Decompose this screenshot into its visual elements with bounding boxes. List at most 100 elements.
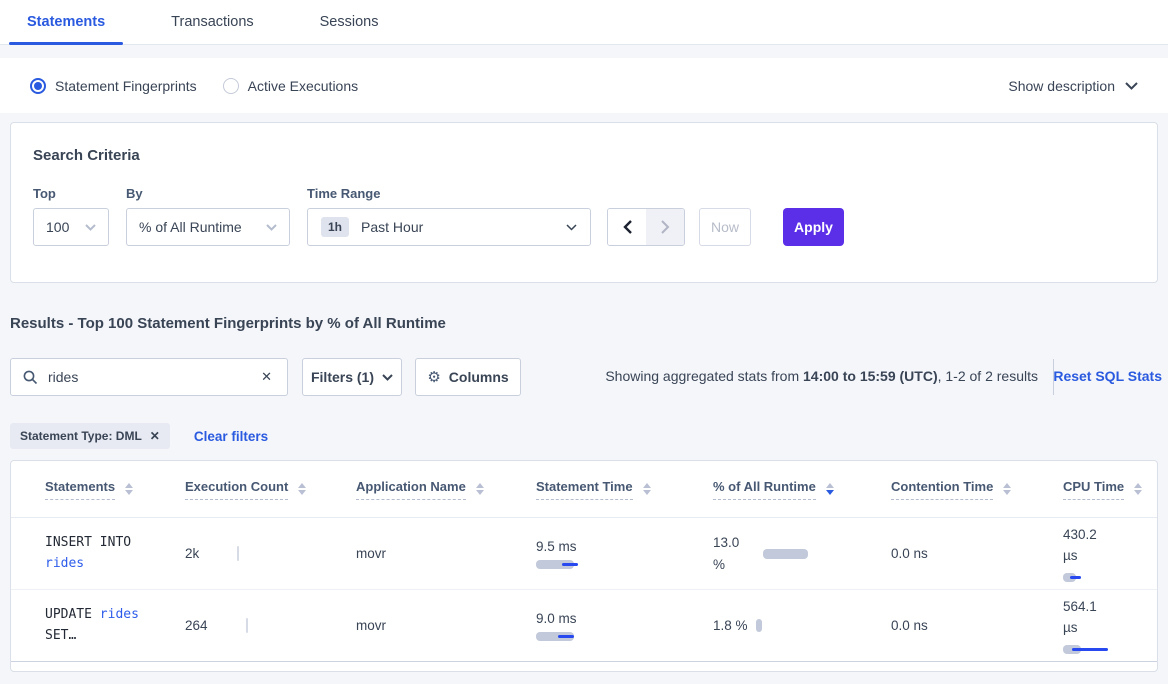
- statement-fingerprint[interactable]: INSERT INTO rides: [45, 533, 165, 573]
- application-name-value: movr: [356, 546, 386, 561]
- apply-button[interactable]: Apply: [783, 208, 844, 246]
- top-label: Top: [33, 186, 56, 201]
- time-range-select[interactable]: 1h Past Hour: [307, 208, 591, 246]
- tab-sessions[interactable]: Sessions: [302, 0, 397, 44]
- cpu-time-value: 564.1 µs: [1063, 599, 1097, 635]
- statement-link[interactable]: rides: [99, 607, 139, 623]
- sort-icon[interactable]: [825, 483, 834, 495]
- column-header-statement-time[interactable]: Statement Time: [536, 461, 713, 517]
- table-header-row: Statements Execution Count Application Nam…: [11, 461, 1157, 518]
- column-header-application-name[interactable]: Application Name: [356, 461, 536, 517]
- execution-count-value: 2k: [185, 546, 200, 561]
- filter-chip-statement-type[interactable]: Statement Type: DML ✕: [10, 423, 170, 449]
- column-header-label: Execution Count: [185, 479, 289, 500]
- by-select-value: % of All Runtime: [139, 219, 242, 235]
- chevron-down-icon: [1125, 81, 1138, 90]
- radio-active-executions[interactable]: Active Executions: [222, 77, 359, 94]
- toolbar-divider: [1053, 359, 1054, 395]
- time-range-label: Time Range: [307, 186, 381, 201]
- column-header-label: Statements: [45, 479, 116, 500]
- chevron-down-icon: [85, 223, 96, 231]
- next-time-range-button[interactable]: [646, 209, 684, 245]
- stats-range: 14:00 to 15:59 (UTC): [803, 368, 938, 384]
- results-title: Results - Top 100 Statement Fingerprints…: [10, 315, 446, 332]
- sort-icon[interactable]: [298, 483, 307, 495]
- search-criteria-panel: Search Criteria Top 100 By % of All Runt…: [10, 122, 1158, 283]
- time-range-value: Past Hour: [361, 219, 424, 235]
- clear-filters-link[interactable]: Clear filters: [193, 428, 269, 444]
- radio-statement-fingerprints[interactable]: Statement Fingerprints: [30, 77, 197, 94]
- statement-search-box[interactable]: ✕: [10, 358, 288, 396]
- active-filters-row: Statement Type: DML ✕ Clear filters: [10, 423, 268, 449]
- statement-time-bar: [536, 631, 574, 641]
- now-button[interactable]: Now: [699, 208, 751, 246]
- radio-statement-fingerprints-label: Statement Fingerprints: [55, 77, 197, 94]
- column-header-label: Application Name: [356, 479, 466, 500]
- runtime-pct-bar: [755, 619, 762, 632]
- tab-transactions[interactable]: Transactions: [153, 0, 271, 44]
- tab-sessions-label: Sessions: [319, 14, 379, 30]
- search-criteria-form: Top 100 By % of All Runtime Time Range 1…: [33, 186, 1135, 246]
- remove-filter-icon[interactable]: ✕: [149, 429, 160, 443]
- column-header-execution-count[interactable]: Execution Count: [185, 461, 356, 517]
- column-header-label: % of All Runtime: [713, 479, 816, 500]
- sort-icon[interactable]: [475, 483, 484, 495]
- statement-time-value: 9.0 ms: [536, 610, 577, 626]
- table-row: INSERT INTO rides 2k movr 9.5 ms 13.0 % 0.0 n…: [11, 518, 1157, 590]
- reset-sql-stats-link[interactable]: Reset SQL Stats: [1053, 368, 1162, 384]
- tab-transactions-label: Transactions: [171, 14, 254, 30]
- column-header-contention-time[interactable]: Contention Time: [891, 461, 1063, 517]
- sort-icon[interactable]: [1003, 483, 1012, 495]
- column-header--of-all-runtime[interactable]: % of All Runtime: [713, 461, 891, 517]
- previous-time-range-button[interactable]: [608, 209, 646, 245]
- stats-suffix: , 1-2 of 2 results: [937, 368, 1038, 384]
- columns-button[interactable]: ⚙ Columns: [415, 358, 521, 396]
- filters-button-label: Filters (1): [310, 369, 374, 385]
- show-description-toggle[interactable]: Show description: [1008, 78, 1138, 94]
- tab-statements[interactable]: Statements: [9, 0, 124, 45]
- column-header-label: CPU Time: [1063, 479, 1125, 500]
- column-header-label: Statement Time: [536, 479, 633, 500]
- sort-icon[interactable]: [1134, 483, 1143, 495]
- gear-icon: ⚙: [427, 369, 441, 386]
- clear-search-icon[interactable]: ✕: [261, 369, 272, 384]
- radio-unselected-icon[interactable]: [222, 77, 239, 94]
- statement-text: SET…: [45, 627, 77, 643]
- filters-button[interactable]: Filters (1): [302, 358, 402, 396]
- search-input[interactable]: [48, 369, 259, 385]
- top-select[interactable]: 100: [33, 208, 109, 246]
- sort-icon[interactable]: [125, 483, 134, 495]
- statement-text: INSERT INTO: [45, 535, 132, 551]
- radio-active-executions-label: Active Executions: [247, 77, 359, 94]
- results-toolbar: ✕ Filters (1) ⚙ Columns Showing aggregat…: [0, 358, 1168, 396]
- show-description-label: Show description: [1008, 77, 1115, 94]
- statement-time-bar: [536, 559, 578, 569]
- chevron-left-icon: [622, 220, 632, 234]
- sort-icon[interactable]: [642, 483, 651, 495]
- time-range-pager: [607, 208, 685, 246]
- statement-time-value: 9.5 ms: [536, 538, 577, 554]
- by-select[interactable]: % of All Runtime: [126, 208, 290, 246]
- chevron-right-icon: [660, 220, 669, 234]
- column-header-statements[interactable]: Statements: [45, 461, 185, 517]
- execution-count-value: 264: [185, 618, 208, 633]
- stats-prefix: Showing aggregated stats from: [605, 368, 804, 384]
- by-field: By % of All Runtime: [126, 186, 290, 246]
- filter-chip-label: Statement Type: DML: [20, 429, 142, 443]
- chevron-down-icon: [266, 223, 277, 231]
- statement-link[interactable]: rides: [45, 555, 85, 571]
- radio-selected-icon[interactable]: [30, 77, 46, 94]
- runtime-pct-bar: [763, 548, 808, 559]
- view-mode-row: Statement Fingerprints Active Executions…: [0, 58, 1168, 113]
- cpu-time-bar: [1063, 644, 1108, 654]
- column-header-label: Contention Time: [891, 479, 994, 500]
- top-select-value: 100: [46, 219, 70, 235]
- cpu-time-value: 430.2 µs: [1063, 527, 1097, 563]
- column-header-cpu-time[interactable]: CPU Time: [1063, 461, 1157, 517]
- columns-button-label: Columns: [448, 369, 509, 385]
- statement-fingerprint[interactable]: UPDATE rides SET…: [45, 605, 165, 645]
- contention-time-value: 0.0 ns: [891, 618, 928, 633]
- runtime-pct-value: 1.8 %: [713, 617, 748, 633]
- cpu-time-bar: [1063, 572, 1081, 582]
- chevron-down-icon: [382, 373, 393, 381]
